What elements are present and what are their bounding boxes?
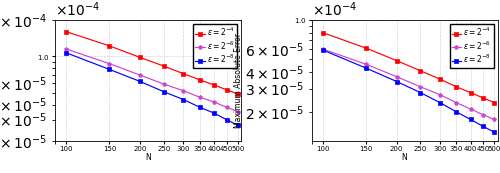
- $\epsilon=2^{-4}$: [180, 73, 186, 75]
- $\epsilon=2^{-8}$: [454, 111, 460, 113]
- $\epsilon=2^{-8}$: [180, 98, 186, 101]
- $\epsilon=2^{-6}$: [161, 83, 167, 85]
- $\epsilon=2^{-4}$: [454, 86, 460, 88]
- Line: $\epsilon=2^{-6}$: $\epsilon=2^{-6}$: [320, 47, 496, 121]
- $\epsilon=2^{-4}$: [63, 31, 69, 33]
- Line: $\epsilon=2^{-8}$: $\epsilon=2^{-8}$: [64, 51, 240, 127]
- $\epsilon=2^{-4}$: [418, 70, 424, 72]
- Legend: $\epsilon=2^{-4}$, $\epsilon=2^{-6}$, $\epsilon=2^{-8}$: $\epsilon=2^{-4}$, $\epsilon=2^{-6}$, $\…: [193, 24, 237, 68]
- $\epsilon=2^{-8}$: [235, 124, 241, 126]
- X-axis label: N: N: [402, 153, 407, 162]
- $\epsilon=2^{-4}$: [437, 78, 443, 80]
- $\epsilon=2^{-8}$: [394, 80, 400, 83]
- $\epsilon=2^{-4}$: [161, 65, 167, 67]
- $\epsilon=2^{-8}$: [63, 52, 69, 54]
- $\epsilon=2^{-6}$: [437, 94, 443, 96]
- $\epsilon=2^{-6}$: [106, 63, 112, 65]
- $\epsilon=2^{-6}$: [480, 114, 486, 116]
- $\epsilon=2^{-6}$: [224, 106, 230, 108]
- Line: $\epsilon=2^{-8}$: $\epsilon=2^{-8}$: [320, 48, 496, 134]
- $\epsilon=2^{-8}$: [106, 68, 112, 70]
- $\epsilon=2^{-6}$: [137, 74, 143, 76]
- $\epsilon=2^{-4}$: [320, 32, 326, 34]
- $\epsilon=2^{-4}$: [480, 97, 486, 99]
- $\epsilon=2^{-8}$: [437, 102, 443, 104]
- $\epsilon=2^{-6}$: [418, 86, 424, 88]
- $\epsilon=2^{-6}$: [492, 118, 498, 120]
- $\epsilon=2^{-4}$: [235, 93, 241, 95]
- $\epsilon=2^{-6}$: [197, 96, 203, 98]
- $\epsilon=2^{-8}$: [137, 80, 143, 83]
- $\epsilon=2^{-6}$: [63, 48, 69, 50]
- $\epsilon=2^{-8}$: [418, 92, 424, 94]
- Y-axis label: Maximum Absolute Error: Maximum Absolute Error: [234, 33, 244, 128]
- $\epsilon=2^{-6}$: [363, 63, 369, 65]
- $\epsilon=2^{-8}$: [161, 91, 167, 93]
- $\epsilon=2^{-8}$: [320, 49, 326, 51]
- $\epsilon=2^{-8}$: [211, 112, 217, 114]
- $\epsilon=2^{-4}$: [468, 92, 473, 94]
- $\epsilon=2^{-4}$: [224, 89, 230, 91]
- $\epsilon=2^{-8}$: [197, 106, 203, 108]
- $\epsilon=2^{-4}$: [106, 45, 112, 47]
- $\epsilon=2^{-4}$: [394, 60, 400, 62]
- Line: $\epsilon=2^{-4}$: $\epsilon=2^{-4}$: [320, 31, 496, 105]
- $\epsilon=2^{-8}$: [224, 119, 230, 121]
- $\epsilon=2^{-6}$: [211, 101, 217, 103]
- $\epsilon=2^{-6}$: [394, 76, 400, 78]
- Legend: $\epsilon=2^{-4}$, $\epsilon=2^{-6}$, $\epsilon=2^{-8}$: $\epsilon=2^{-4}$, $\epsilon=2^{-6}$, $\…: [450, 24, 494, 68]
- $\epsilon=2^{-6}$: [454, 102, 460, 104]
- $\epsilon=2^{-4}$: [211, 84, 217, 86]
- $\epsilon=2^{-6}$: [180, 90, 186, 92]
- $\epsilon=2^{-6}$: [235, 111, 241, 113]
- Line: $\epsilon=2^{-4}$: $\epsilon=2^{-4}$: [64, 30, 240, 96]
- $\epsilon=2^{-8}$: [492, 131, 498, 133]
- $\epsilon=2^{-4}$: [197, 79, 203, 81]
- $\epsilon=2^{-6}$: [468, 108, 473, 110]
- $\epsilon=2^{-4}$: [137, 56, 143, 58]
- $\epsilon=2^{-6}$: [320, 48, 326, 50]
- Line: $\epsilon=2^{-6}$: $\epsilon=2^{-6}$: [64, 47, 240, 114]
- X-axis label: N: N: [145, 153, 151, 162]
- $\epsilon=2^{-8}$: [468, 118, 473, 120]
- $\epsilon=2^{-4}$: [492, 102, 498, 104]
- $\epsilon=2^{-8}$: [363, 67, 369, 69]
- $\epsilon=2^{-4}$: [363, 47, 369, 49]
- $\epsilon=2^{-8}$: [480, 125, 486, 128]
